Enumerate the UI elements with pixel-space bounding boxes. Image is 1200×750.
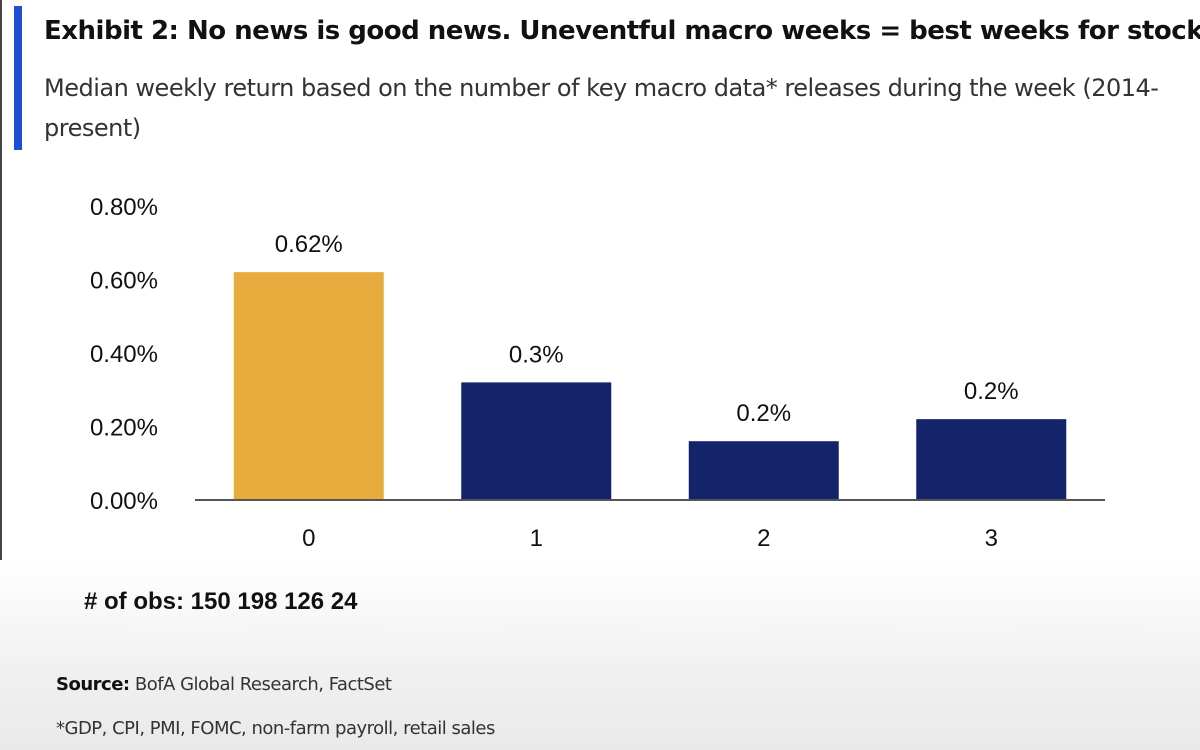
- y-tick-label: 0.00%: [90, 488, 158, 515]
- title-accent-bar: [14, 6, 22, 150]
- bar-category-2: [688, 441, 839, 500]
- footnote: *GDP, CPI, PMI, FOMC, non-farm payroll, …: [56, 718, 495, 739]
- x-axis-tick-labels: 0 1 2 3: [302, 525, 998, 552]
- bars: [233, 272, 1067, 500]
- y-tick-label: 0.40%: [90, 341, 158, 368]
- source-label: Source:: [56, 674, 130, 695]
- left-border: [0, 0, 2, 750]
- data-labels: 0.62% 0.3% 0.2% 0.2%: [275, 231, 1019, 427]
- chart-subtitle: Median weekly return based on the number…: [44, 74, 1159, 142]
- footer-background: [0, 560, 1200, 750]
- bar-category-0: [233, 272, 384, 500]
- observations-note: # of obs: 150 198 126 24: [84, 588, 358, 615]
- y-tick-label: 0.20%: [90, 415, 158, 442]
- source-line: Source: BofA Global Research, FactSet: [56, 674, 392, 695]
- x-tick-label: 3: [985, 525, 998, 552]
- data-label: 0.2%: [736, 400, 791, 427]
- y-tick-label: 0.60%: [90, 268, 158, 295]
- bar-category-1: [461, 382, 612, 500]
- data-label: 0.3%: [509, 341, 564, 368]
- y-tick-label: 0.80%: [90, 194, 158, 221]
- x-tick-label: 0: [302, 525, 315, 552]
- data-label: 0.62%: [275, 231, 343, 258]
- x-tick-label: 2: [757, 525, 770, 552]
- chart-title: Exhibit 2: No news is good news. Unevent…: [44, 16, 1200, 46]
- data-label: 0.2%: [964, 378, 1019, 405]
- y-axis-tick-labels: 0.00% 0.20% 0.40% 0.60% 0.80%: [90, 194, 158, 515]
- bar-chart: 0.00%0.20%0.40%0.60%0.80% 0.62%0.3%0.2%0…: [90, 194, 1105, 552]
- bar-category-3: [916, 419, 1067, 500]
- x-tick-label: 1: [530, 525, 543, 552]
- source-text: BofA Global Research, FactSet: [134, 674, 392, 695]
